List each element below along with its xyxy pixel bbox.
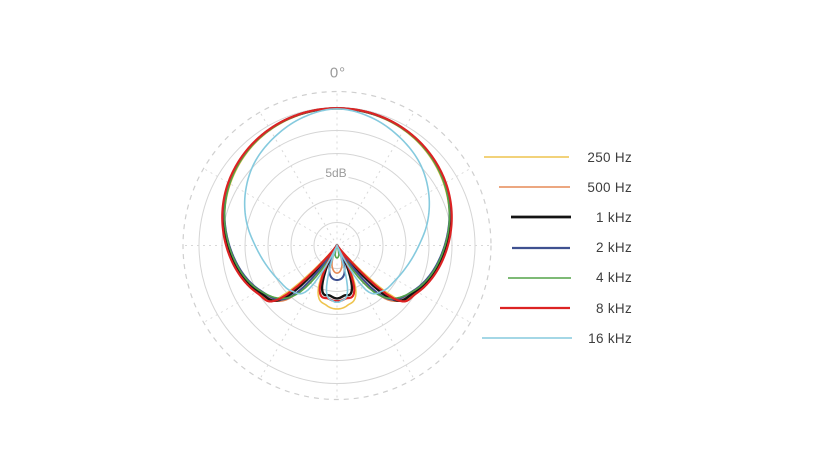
legend-line-swatch — [499, 186, 570, 189]
legend-item-500-hz: 500 Hz — [480, 172, 632, 202]
grid-spoke — [336, 245, 471, 323]
legend-line-swatch — [500, 306, 570, 310]
legend-line-swatch — [512, 246, 570, 249]
legend-label: 16 kHz — [588, 330, 632, 346]
legend-label: 250 Hz — [587, 149, 632, 165]
grid-spoke — [336, 168, 471, 246]
legend-label: 2 kHz — [595, 240, 632, 256]
legend-item-8-khz: 8 kHz — [480, 293, 632, 323]
grid-spoke — [336, 111, 415, 246]
grid-spoke — [203, 168, 338, 246]
legend-line-swatch — [484, 156, 569, 158]
legend-item-16-khz: 16 kHz — [480, 323, 632, 353]
legend-line-swatch — [482, 337, 572, 340]
outer-dashed-ring — [182, 90, 492, 401]
zero-degree-label: 0° — [329, 64, 347, 82]
curve-16-khz — [243, 108, 431, 303]
legend-line-swatch — [508, 277, 571, 279]
frequency-curves — [221, 107, 453, 310]
curve-500-hz — [222, 107, 452, 302]
grid-spoke — [203, 245, 338, 323]
legend-item-4-khz: 4 kHz — [480, 263, 632, 293]
legend-item-250-hz: 250 Hz — [480, 142, 632, 172]
legend: 250 Hz 500 Hz 1 kHz 2 kHz 4 kHz 8 kHz 16 kHz — [480, 142, 632, 353]
legend-label: 1 kHz — [595, 209, 632, 225]
curve-4-khz — [223, 107, 451, 300]
curve-8-khz — [221, 107, 453, 303]
legend-label: 500 Hz — [587, 179, 632, 195]
grid-ring — [290, 199, 384, 292]
grid-ring — [313, 222, 361, 269]
legend-item-1-khz: 1 kHz — [480, 202, 632, 232]
legend-line-swatch — [511, 216, 571, 219]
db-scale-label-wrap: 5dB — [319, 156, 353, 190]
db-scale-label: 5dB — [325, 166, 347, 180]
grid-spoke — [259, 111, 338, 246]
legend-item-2-khz: 2 kHz — [480, 233, 632, 263]
legend-label: 4 kHz — [595, 270, 632, 286]
legend-label: 8 kHz — [595, 300, 632, 316]
